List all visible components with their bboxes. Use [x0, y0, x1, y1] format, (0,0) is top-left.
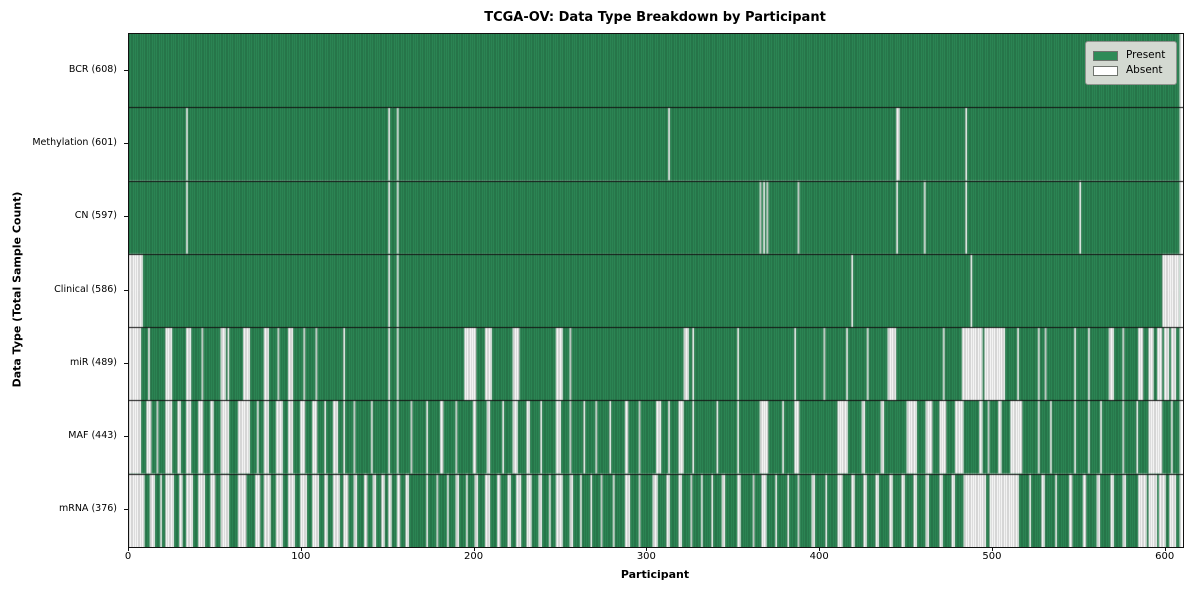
ytick-mark: [124, 363, 128, 364]
xtick-mark: [128, 547, 129, 551]
ytick-mark: [124, 436, 128, 437]
ytick-label-methylation: Methylation (601): [32, 136, 117, 148]
legend-item-present: Present: [1093, 49, 1169, 62]
xtick-label-100: 100: [291, 551, 311, 562]
xtick-mark: [646, 547, 647, 551]
xtick-mark: [819, 547, 820, 551]
ytick-label-cn: CN (597): [74, 210, 117, 222]
ytick-label-mir: miR (489): [69, 356, 117, 368]
ytick-label-maf: MAF (443): [68, 430, 117, 442]
legend-label: Present: [1126, 49, 1166, 61]
ytick-mark: [124, 70, 128, 71]
ytick-mark: [124, 143, 128, 144]
ytick-label-mrna: mRNA (376): [58, 503, 117, 515]
xtick-label-200: 200: [464, 551, 484, 562]
ytick-mark: [124, 216, 128, 217]
legend-item-absent: Absent: [1093, 64, 1169, 77]
xtick-label-600: 600: [1155, 551, 1175, 562]
xtick-label-500: 500: [982, 551, 1002, 562]
xtick-mark: [301, 547, 302, 551]
xtick-label-0: 0: [124, 551, 132, 562]
ytick-mark: [124, 509, 128, 510]
x-axis-label: Participant: [620, 568, 690, 581]
legend: Present Absent: [1085, 41, 1177, 85]
xtick-mark: [474, 547, 475, 551]
legend-swatch-absent: [1093, 65, 1118, 76]
xtick-mark: [992, 547, 993, 551]
plot-canvas: [128, 33, 1184, 548]
ytick-label-clinical: Clinical (586): [54, 283, 117, 295]
chart-title: TCGA-OV: Data Type Breakdown by Particip…: [484, 10, 826, 25]
ytick-label-bcr: BCR (608): [68, 63, 117, 75]
legend-label: Absent: [1126, 64, 1163, 76]
legend-swatch-present: [1093, 50, 1118, 61]
ytick-mark: [124, 290, 128, 291]
xtick-mark: [1165, 547, 1166, 551]
xtick-label-400: 400: [809, 551, 829, 562]
xtick-label-300: 300: [636, 551, 656, 562]
